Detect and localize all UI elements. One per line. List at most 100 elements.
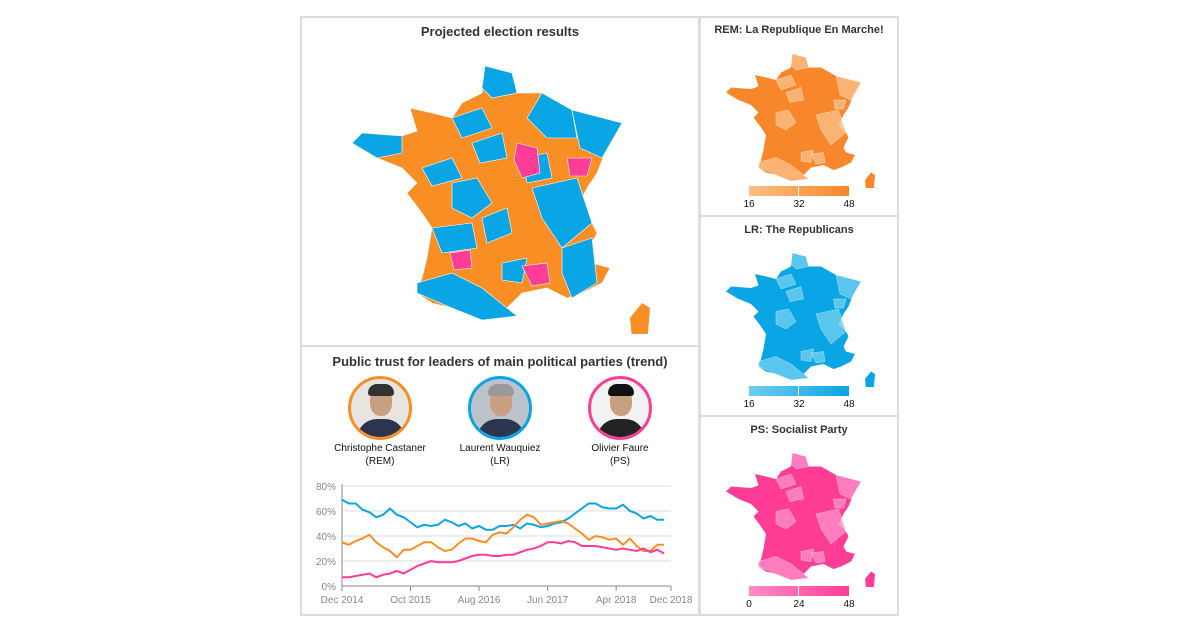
legend-tick: 48 (843, 399, 855, 410)
lr-legend-bar (749, 386, 849, 396)
rem-legend-bar (749, 186, 849, 196)
department-lr (481, 65, 518, 99)
department (800, 348, 814, 362)
map-title-ps: PS: Socialist Party (750, 424, 848, 436)
department (815, 308, 847, 345)
department (833, 498, 847, 509)
department (775, 273, 797, 290)
department (835, 274, 862, 300)
corsica (865, 172, 875, 188)
department (775, 473, 797, 490)
y-tick-label: 60% (316, 507, 336, 518)
france-results-map[interactable] (302, 34, 702, 334)
x-tick-label: Oct 2015 (390, 595, 431, 606)
department (775, 508, 797, 530)
map-panel-lr: LR: The Republicans 16 32 48 (699, 215, 899, 417)
map-panel-rem: REM: La Republique En Marche! 16 32 48 (699, 16, 899, 217)
france-mainland (726, 253, 861, 380)
leader-faure[interactable]: Olivier Faure (PS) (560, 376, 680, 468)
main-map-title: Projected election results (420, 24, 580, 39)
department-lr (451, 177, 493, 219)
leader-name: Laurent Wauquiez (459, 443, 541, 454)
department-lr (351, 132, 403, 159)
corsica (865, 571, 875, 587)
legend-tick: 48 (843, 599, 855, 610)
legend-tick: 48 (843, 199, 855, 210)
lr-vote-map[interactable] (701, 237, 901, 387)
department-lr (416, 272, 518, 321)
legend-tick: 0 (746, 599, 752, 610)
department (835, 75, 862, 101)
legend-tick: 32 (793, 399, 805, 410)
x-tick-label: Aug 2016 (458, 595, 501, 606)
department (775, 74, 797, 91)
department (800, 149, 814, 163)
department-lr (451, 107, 493, 139)
department-lr (471, 132, 508, 164)
y-tick-label: 0% (322, 582, 337, 593)
leader-name: Christophe Castaner (334, 443, 426, 454)
department-lr (501, 257, 528, 284)
leader-party: (LR) (490, 456, 510, 467)
department (785, 87, 804, 103)
department-ps (449, 249, 473, 271)
main-map-panel: Projected election results (300, 16, 700, 347)
department (758, 556, 810, 581)
department (810, 152, 826, 165)
x-tick-label: Apr 2018 (596, 595, 637, 606)
map-panel-ps: PS: Socialist Party 0 24 48 (699, 415, 899, 616)
x-tick-label: Dec 2014 (321, 595, 364, 606)
corsica (865, 371, 875, 387)
department (775, 308, 797, 330)
legend-tick: 16 (743, 199, 755, 210)
department (810, 551, 826, 564)
department (810, 351, 826, 364)
department (833, 99, 847, 110)
france-mainland (726, 453, 861, 580)
department (775, 109, 797, 131)
department-ps (521, 262, 551, 287)
department (800, 548, 814, 562)
rem-vote-map[interactable] (701, 38, 901, 188)
x-tick-label: Dec 2018 (650, 595, 693, 606)
trend-line-lr (341, 498, 665, 531)
leader-party: (REM) (365, 456, 395, 467)
x-tick-label: Jun 2017 (527, 595, 569, 606)
department (790, 452, 809, 470)
trust-trend-chart: 0% 20% 40% 60% 80% Dec 2014 Oct 2015 Aug 2016 Ju… (316, 482, 693, 606)
map-title-rem: REM: La Republique En Marche! (714, 24, 884, 36)
leader-name: Olivier Faure (591, 443, 649, 454)
y-tick-label: 80% (316, 482, 336, 493)
y-tick-label: 40% (316, 532, 336, 543)
faure-photo (588, 376, 652, 440)
department (815, 109, 847, 146)
trend-line-rem (341, 513, 665, 559)
wauquiez-photo (468, 376, 532, 440)
corsica (630, 303, 650, 334)
legend-tick: 16 (743, 399, 755, 410)
ps-legend-bar (749, 586, 849, 596)
y-tick-label: 20% (316, 557, 336, 568)
department (790, 252, 809, 270)
department-lr (571, 109, 623, 159)
trend-title: Public trust for leaders of main politic… (332, 354, 668, 369)
trend-line-ps (342, 539, 665, 579)
ps-vote-map[interactable] (701, 437, 901, 587)
department-lr (431, 222, 478, 254)
department (785, 486, 804, 502)
department-lr (561, 237, 598, 299)
department-lr (526, 92, 578, 139)
department (833, 298, 847, 309)
legend-tick: 24 (793, 599, 805, 610)
department-ps (513, 142, 541, 179)
leader-castaner[interactable]: Christophe Castaner (REM) (320, 376, 440, 468)
france-mainland (726, 54, 861, 181)
legend-tick: 32 (793, 199, 805, 210)
department-ps (566, 157, 593, 177)
department-lr (531, 177, 593, 249)
leader-wauquiez[interactable]: Laurent Wauquiez (LR) (440, 376, 560, 468)
department (815, 508, 847, 545)
department (758, 157, 810, 182)
leader-party: (PS) (610, 456, 630, 467)
department-lr (481, 207, 513, 244)
